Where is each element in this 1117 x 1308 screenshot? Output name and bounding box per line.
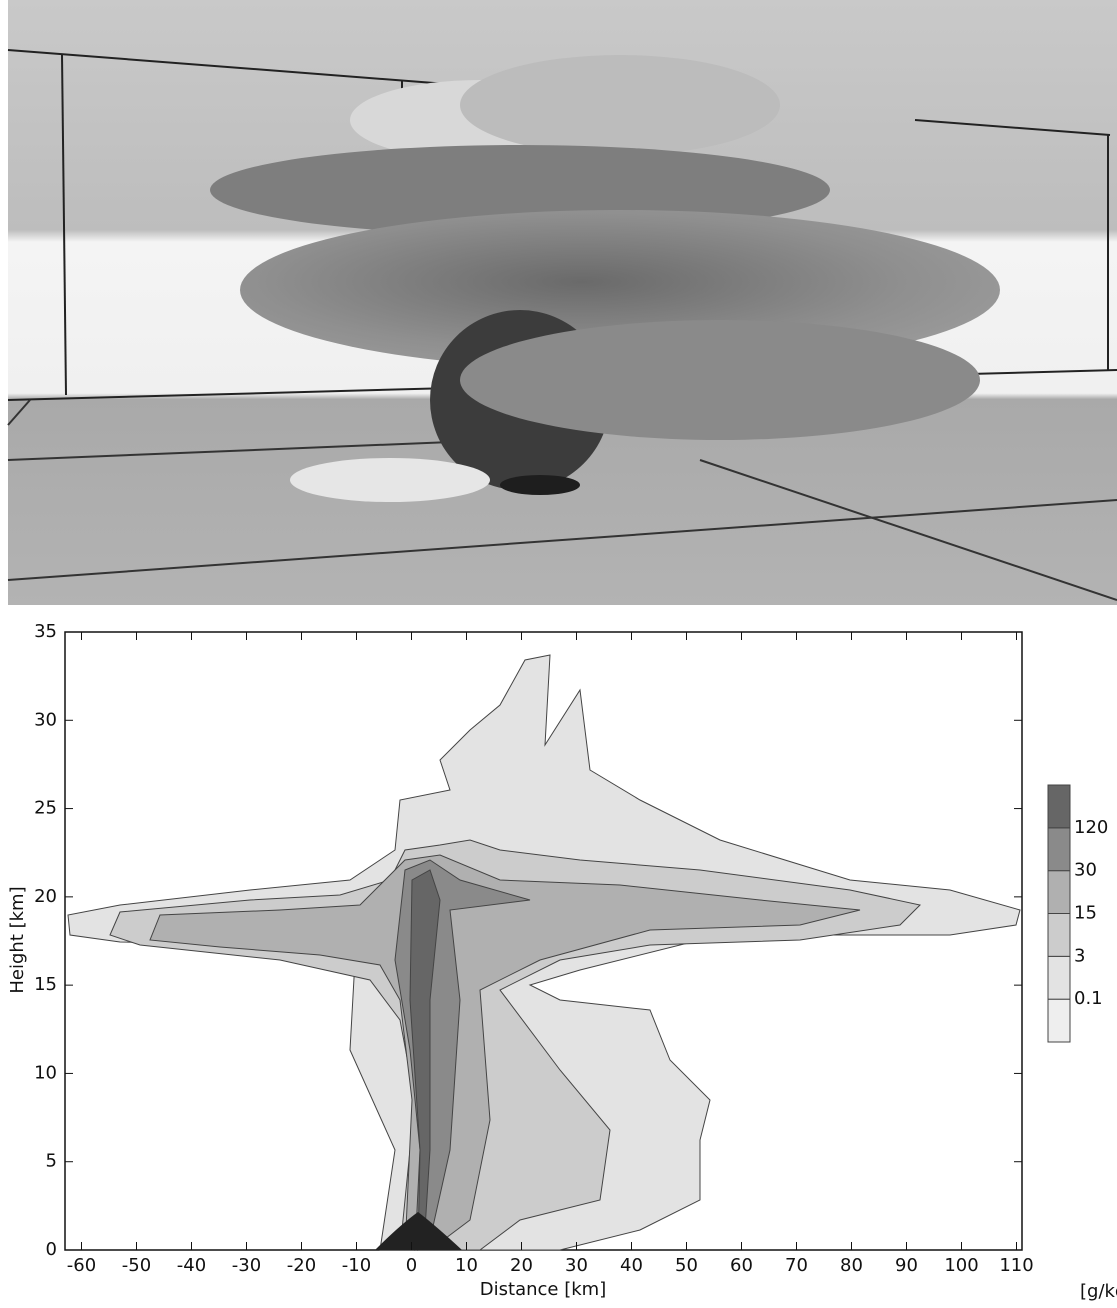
figure: Distance [km] Height [km] [g/kg] -60 -50 -… — [0, 0, 1117, 1308]
x-tick-label: 70 — [785, 1255, 808, 1276]
x-tick-label: 80 — [840, 1255, 863, 1276]
x-tick-label: -50 — [122, 1255, 151, 1276]
x-tick-label: 100 — [944, 1255, 978, 1276]
x-tick-label: 110 — [999, 1255, 1033, 1276]
rendered-cloud-image — [8, 0, 1117, 605]
x-tick-label: -30 — [232, 1255, 261, 1276]
y-tick-label: 25 — [34, 798, 57, 819]
x-tick-label: 50 — [675, 1255, 698, 1276]
x-tick-label: 40 — [620, 1255, 643, 1276]
colorbar-box — [1048, 785, 1070, 828]
y-tick-label: 15 — [34, 974, 57, 995]
colorbar-tick-label: 0.1 — [1074, 988, 1103, 1009]
y-tick-label: 30 — [34, 709, 57, 730]
contours — [68, 655, 1020, 1250]
colorbar-box — [1048, 914, 1070, 957]
colorbar-tick-label: 30 — [1074, 860, 1097, 881]
colorbar-box — [1048, 999, 1070, 1042]
x-tick-label: 0 — [406, 1255, 417, 1276]
x-tick-label: -20 — [287, 1255, 316, 1276]
colorbar-box — [1048, 871, 1070, 914]
x-tick-label: 60 — [730, 1255, 753, 1276]
y-tick-label: 0 — [46, 1239, 57, 1260]
colorbar-label: [g/kg] — [1080, 1281, 1117, 1302]
y-tick-label: 35 — [34, 621, 57, 642]
x-tick-label: -60 — [67, 1255, 96, 1276]
y-tick-label: 10 — [34, 1062, 57, 1083]
colorbar-box — [1048, 828, 1070, 871]
colorbar-box — [1048, 956, 1070, 999]
x-tick-label: 90 — [895, 1255, 918, 1276]
y-tick-label: 5 — [46, 1151, 57, 1172]
colorbar-tick-label: 3 — [1074, 945, 1085, 966]
colorbar-tick-label: 15 — [1074, 903, 1097, 924]
y-axis-label: Height [km] — [7, 886, 28, 993]
x-axis-label: Distance [km] — [480, 1279, 606, 1300]
colorbar-tick-label: 120 — [1074, 817, 1108, 838]
x-tick-label: 30 — [565, 1255, 588, 1276]
x-tick-label: -40 — [177, 1255, 206, 1276]
x-tick-label: -10 — [342, 1255, 371, 1276]
y-tick-label: 20 — [34, 886, 57, 907]
x-tick-label: 10 — [455, 1255, 478, 1276]
x-tick-label: 20 — [510, 1255, 533, 1276]
